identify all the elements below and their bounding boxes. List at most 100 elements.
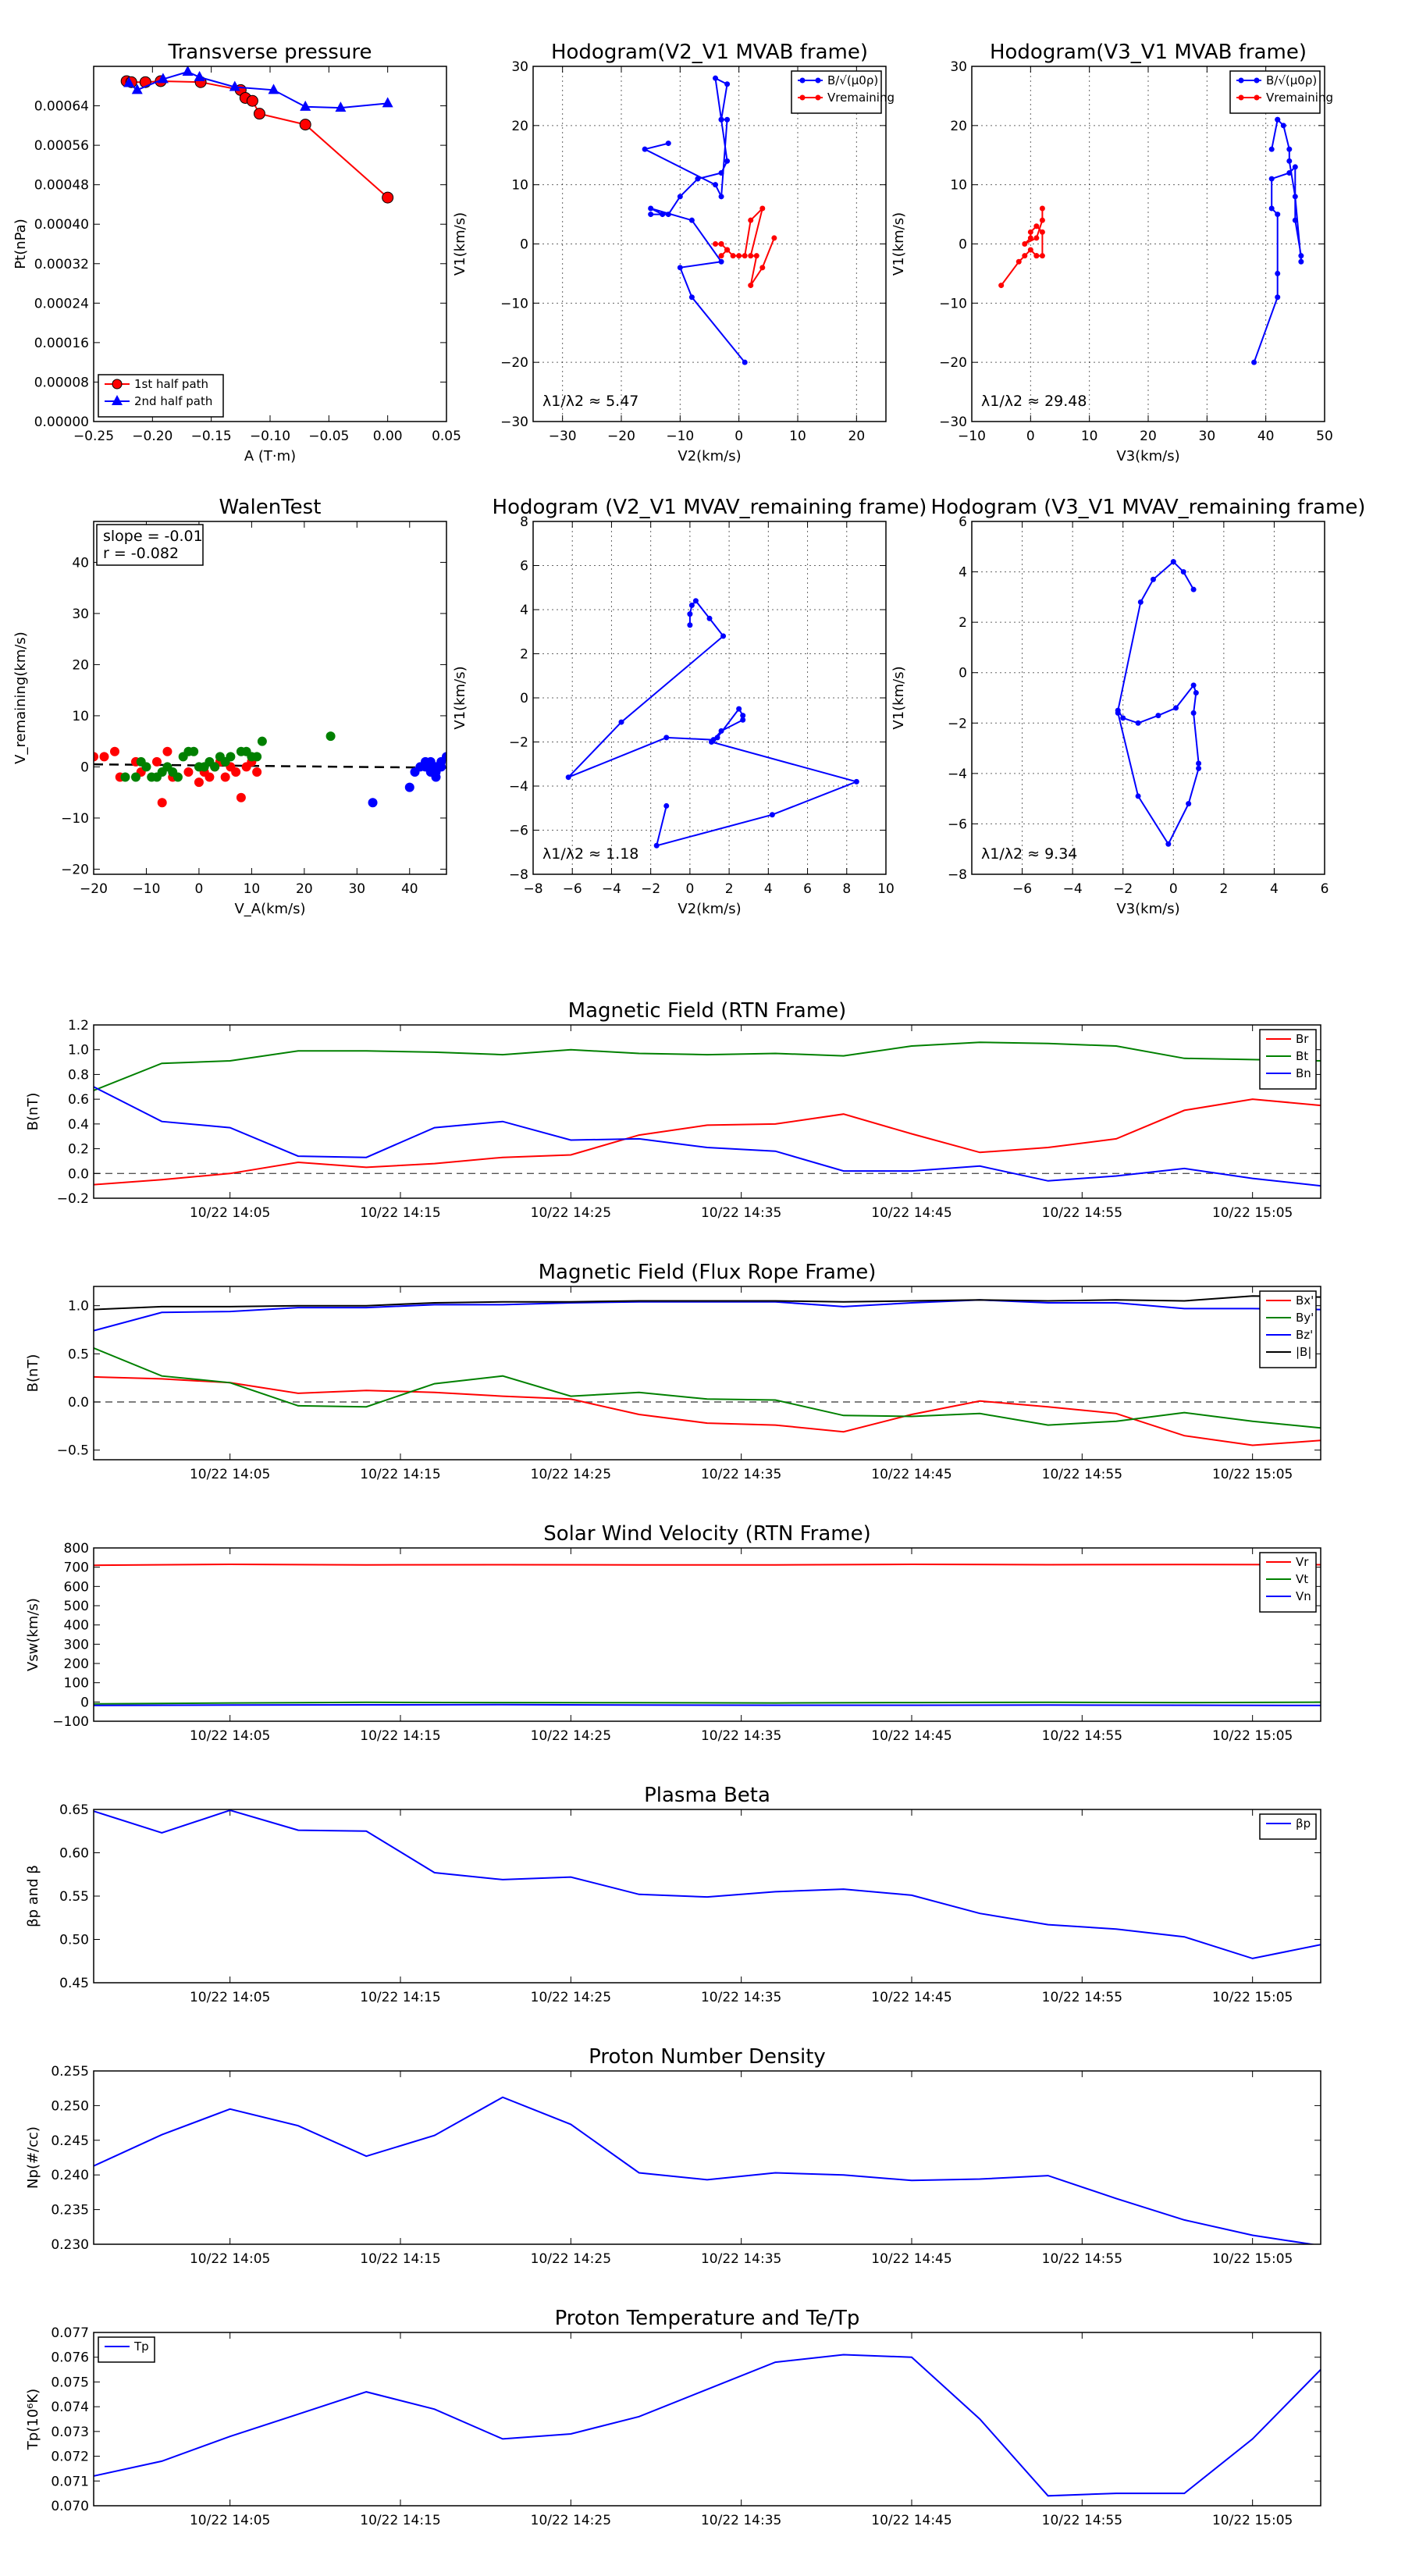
- y-tick-label: 8: [520, 514, 528, 530]
- y-axis-label: V1(km/s): [891, 666, 907, 729]
- line-point: [1137, 599, 1144, 605]
- line-point: [1039, 229, 1045, 235]
- line-point: [1173, 705, 1179, 711]
- legend-marker: [799, 77, 806, 84]
- legend-marker: [815, 77, 821, 84]
- line-point: [853, 778, 859, 785]
- triangle-marker: [194, 70, 205, 81]
- triangle-marker: [300, 100, 311, 111]
- y-tick-label: 0.00048: [34, 178, 89, 194]
- triangle-marker: [182, 66, 194, 76]
- x-tick-label: −4: [602, 881, 621, 897]
- x-tick-label: −20: [80, 881, 108, 897]
- scatter-point: [226, 752, 236, 762]
- line-point: [1039, 217, 1045, 223]
- line-point: [748, 253, 754, 259]
- y-axis-label: Vsw(km/s): [25, 1598, 41, 1671]
- line-point: [1165, 841, 1172, 847]
- y-tick-label: 2: [520, 647, 528, 663]
- x-tick-label: −30: [549, 429, 577, 444]
- line-point: [1268, 205, 1275, 212]
- circle-marker: [382, 191, 394, 204]
- x-tick-label: 10/22 14:55: [1042, 1205, 1122, 1221]
- x-tick-label: 0: [195, 881, 204, 897]
- y-tick-label: 0.075: [51, 2375, 89, 2390]
- scatter-point: [173, 772, 183, 782]
- y-tick-label: 0.2: [68, 1142, 89, 1158]
- line-point: [740, 713, 746, 719]
- x-tick-label: 10: [1081, 429, 1098, 444]
- line-point: [771, 235, 777, 241]
- x-tick-label: 10/22 14:05: [190, 1728, 270, 1744]
- line-point: [730, 253, 736, 259]
- series-line-0: [1253, 118, 1302, 363]
- y-tick-label: 0.0: [68, 1395, 89, 1411]
- line-point: [1190, 710, 1197, 716]
- line-point: [1027, 247, 1033, 253]
- chart-title: Proton Number Density: [589, 2045, 826, 2069]
- scatter-point: [99, 752, 109, 762]
- line-point: [1196, 760, 1202, 767]
- legend-label: Bz': [1296, 1328, 1313, 1342]
- line-point: [1190, 586, 1197, 592]
- x-tick-label: 10/22 14:05: [190, 2251, 270, 2267]
- x-axis-label: V_A(km/s): [234, 901, 305, 917]
- line-point: [653, 842, 660, 849]
- x-tick-label: 0: [685, 881, 694, 897]
- axes-frame: [93, 66, 447, 422]
- series-line-2: [94, 1086, 1321, 1187]
- chart-title: Hodogram (V3_V1 MVAV_remaining frame): [931, 496, 1366, 519]
- y-tick-label: −6: [948, 817, 967, 832]
- line-point: [713, 75, 719, 81]
- x-tick-label: 0.05: [432, 429, 461, 444]
- plot-area: [94, 1041, 1321, 1187]
- scatter-point: [162, 746, 173, 756]
- y-tick-label: −20: [500, 355, 528, 371]
- line-point: [709, 739, 715, 745]
- scatter-point: [205, 772, 215, 782]
- y-tick-label: 0.255: [51, 2064, 89, 2080]
- series-line-1: [94, 1701, 1321, 1705]
- line-point: [718, 194, 724, 200]
- x-tick-label: 10/22 14:15: [360, 2251, 440, 2267]
- y-tick-label: 0.235: [51, 2203, 89, 2218]
- y-tick-label: 500: [64, 1599, 89, 1614]
- line-point: [695, 176, 701, 182]
- legend-label: |B|: [1296, 1345, 1311, 1359]
- axes-frame: [93, 2070, 1321, 2245]
- triangle-marker: [335, 101, 347, 112]
- x-tick-label: 10/22 14:45: [871, 1467, 951, 1482]
- x-tick-label: −0.05: [308, 429, 349, 444]
- chart-walen: −20 −10 0 10 20 30 40 −20 −10 0 10 20 30 40 WalenTest V…: [12, 496, 447, 917]
- y-axis-label: βp and β: [25, 1865, 41, 1927]
- x-tick-label: 0: [1026, 429, 1035, 444]
- plot-area: [998, 116, 1304, 365]
- x-tick-label: 10/22 15:05: [1212, 1728, 1293, 1744]
- x-tick-label: 10/22 14:15: [360, 1990, 440, 2005]
- plot-area: [94, 1563, 1321, 1706]
- legend-marker: [799, 94, 806, 101]
- y-tick-label: 0.00008: [34, 375, 89, 390]
- y-tick-label: 0.071: [51, 2474, 89, 2489]
- x-tick-label: 10/22 14:45: [871, 2513, 951, 2528]
- line-point: [1275, 270, 1281, 276]
- line-point: [687, 611, 693, 617]
- line-point: [724, 116, 731, 123]
- y-tick-label: 0.245: [51, 2133, 89, 2149]
- legend-marker: [112, 379, 123, 390]
- line-point: [1135, 793, 1141, 799]
- legend-label: Vremaining: [1266, 91, 1333, 105]
- scatter-point: [231, 767, 241, 777]
- stats-text: slope = -0.01: [103, 528, 203, 545]
- x-axis-label: V2(km/s): [678, 448, 741, 464]
- x-tick-label: 4: [764, 881, 773, 897]
- y-tick-label: 1.2: [68, 1018, 89, 1034]
- line-point: [1155, 713, 1161, 719]
- scatter-point: [252, 767, 262, 777]
- x-axis-label: V3(km/s): [1116, 901, 1179, 917]
- line-point: [1196, 765, 1202, 771]
- y-tick-label: −10: [61, 811, 89, 827]
- x-tick-label: −0.20: [132, 429, 173, 444]
- x-tick-label: 10/22 14:55: [1042, 2513, 1122, 2528]
